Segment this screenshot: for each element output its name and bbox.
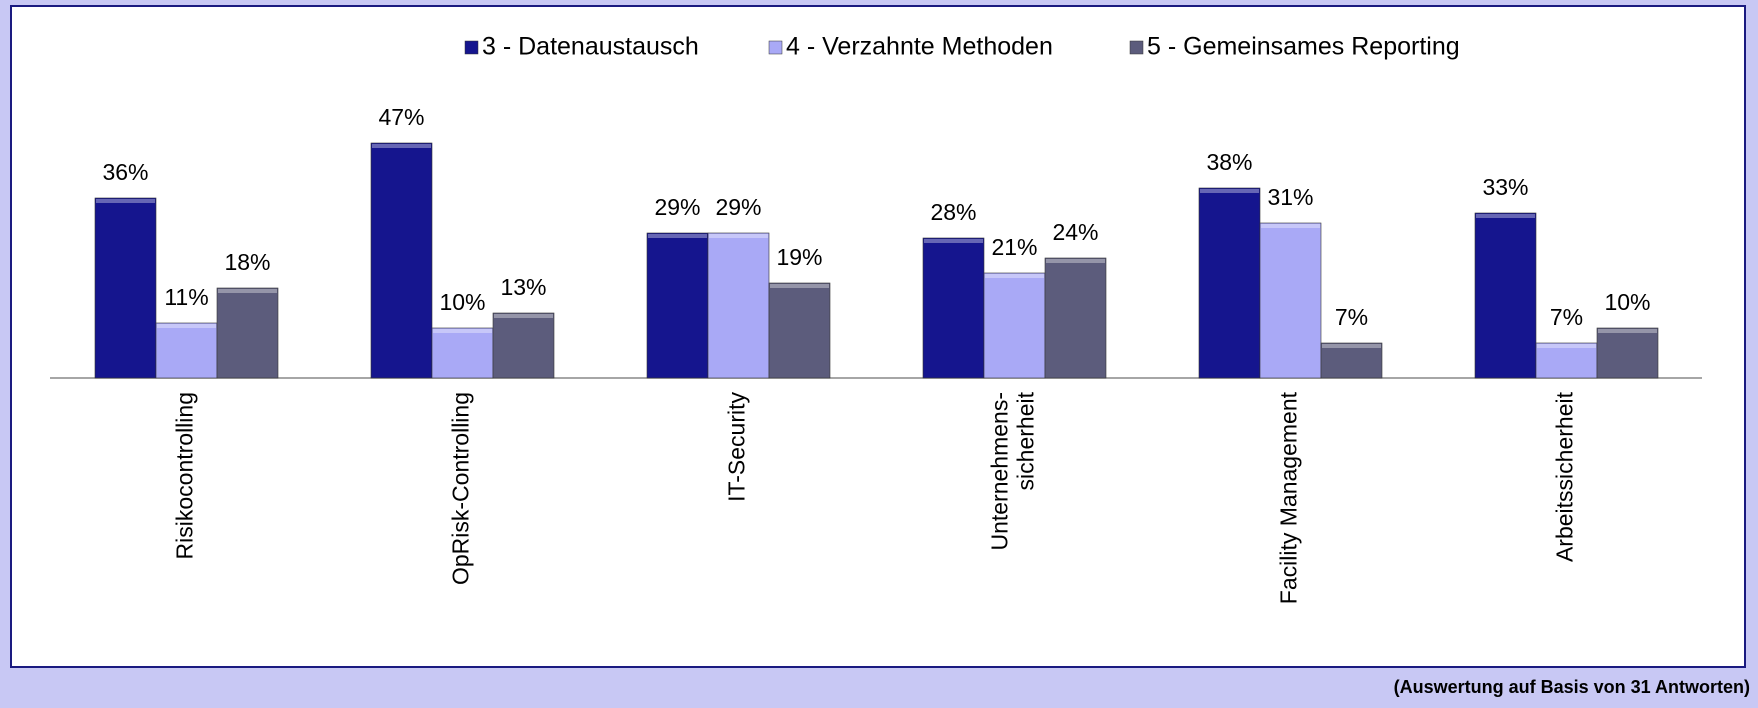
bar [922,237,985,379]
legend-swatch [464,40,479,55]
bar [370,142,433,379]
data-label: 29% [715,194,761,220]
bar-highlight [1046,259,1105,263]
data-label: 21% [991,234,1037,260]
bar-highlight [96,199,155,203]
bar [216,287,279,379]
data-label: 10% [1604,289,1650,315]
chart-area [10,5,1746,668]
data-label: 47% [378,104,424,130]
data-label: 28% [930,199,976,225]
bar-highlight [494,314,553,318]
legend-label: 4 - Verzahnte Methoden [786,33,1053,61]
data-label: 33% [1482,174,1528,200]
data-label: 18% [224,249,270,275]
data-label: 24% [1052,219,1098,245]
bar [431,327,494,379]
bar [1596,327,1659,379]
bar-highlight [1261,224,1320,228]
x-tick-label: Unternehmens-sicherheit [987,391,1039,550]
data-label: 11% [164,284,208,310]
bar-highlight [770,284,829,288]
bar [1474,212,1537,379]
bar [1259,222,1322,379]
data-label: 29% [654,194,700,220]
data-label: 7% [1335,304,1368,330]
data-label: 31% [1267,184,1313,210]
bar [768,282,831,379]
data-label: 10% [439,289,485,315]
bar [1198,187,1261,379]
data-label: 36% [102,159,148,185]
data-label: 38% [1206,149,1252,175]
x-tick-label: OpRisk-Controlling [448,392,474,585]
bar [1044,257,1107,379]
bar-highlight [1200,189,1259,193]
bar [1535,342,1598,379]
data-label: 7% [1550,304,1583,330]
bar-highlight [1322,344,1381,348]
legend-swatch [1129,40,1144,55]
bar-highlight [985,274,1044,278]
x-tick-label: Arbeitssicherheit [1552,391,1578,562]
legend-swatch [768,40,783,55]
bar-highlight [433,329,492,333]
x-tick-label: IT-Security [724,392,750,502]
bar-highlight [1598,329,1657,333]
x-tick-label: Risikocontrolling [172,392,198,559]
bar-highlight [1476,214,1535,218]
bar [94,197,157,379]
bar [646,232,709,379]
bar-highlight [709,234,768,238]
bar [707,232,770,379]
bar-highlight [218,289,277,293]
x-tick-label: Facility Management [1276,391,1302,604]
bar-highlight [648,234,707,238]
bar-highlight [924,239,983,243]
bar-highlight [157,324,216,328]
legend-label: 5 - Gemeinsames Reporting [1147,33,1460,61]
legend-label: 3 - Datenaustausch [482,33,699,61]
bar [983,272,1046,379]
data-label: 13% [500,274,546,300]
bar-highlight [1537,344,1596,348]
bar [1320,342,1383,379]
bar [155,322,218,379]
bar-highlight [372,144,431,148]
bar [492,312,555,379]
footnote: (Auswertung auf Basis von 31 Antworten) [1394,677,1750,697]
data-label: 19% [776,244,822,270]
